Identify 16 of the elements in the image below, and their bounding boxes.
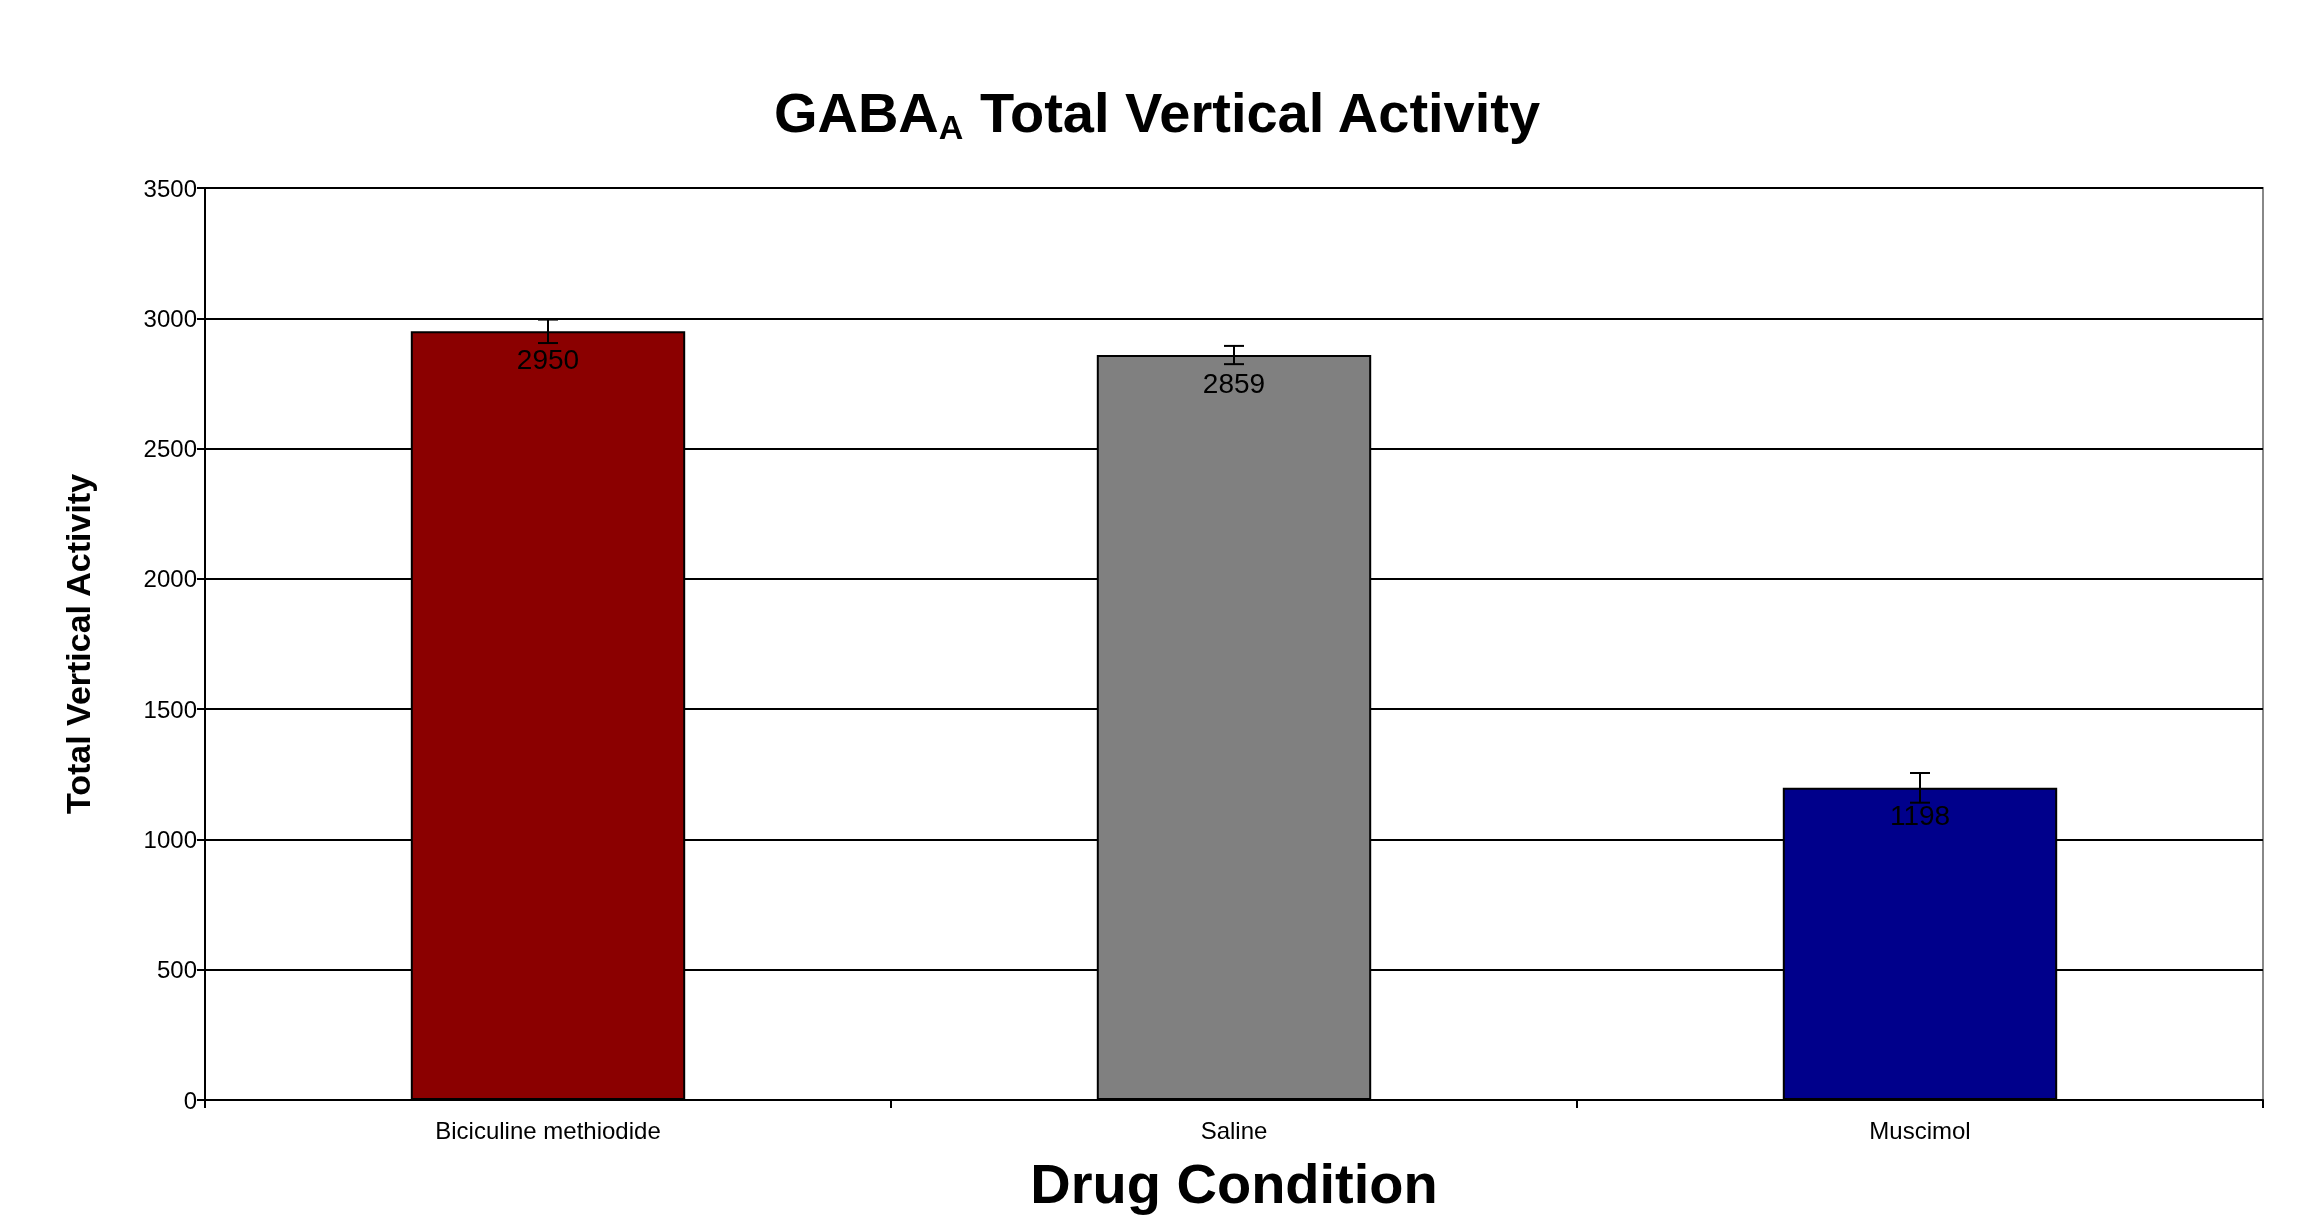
- y-tick-label: 500: [156, 956, 197, 984]
- x-tick-label: Biciculine methiodide: [435, 1116, 661, 1144]
- y-tick-label: 1500: [143, 695, 197, 723]
- y-tick-label: 3500: [143, 174, 197, 202]
- data-label: 2950: [516, 343, 580, 375]
- data-label: 1198: [1889, 800, 1951, 832]
- x-tick-label: Muscimol: [1869, 1116, 1971, 1144]
- y-tick-label: 1000: [143, 825, 197, 853]
- y-tick-label: 2500: [143, 435, 197, 463]
- y-axis-title: Total Vertical Activity: [59, 473, 97, 815]
- x-tick-label: Saline: [1200, 1116, 1268, 1144]
- y-tick-label: 2000: [143, 565, 197, 593]
- x-axis-title: Drug Condition: [1030, 1151, 1438, 1215]
- y-tick-label: 3000: [143, 304, 197, 332]
- data-label: 2859: [1202, 367, 1266, 399]
- y-tick-label: 0: [183, 1086, 197, 1114]
